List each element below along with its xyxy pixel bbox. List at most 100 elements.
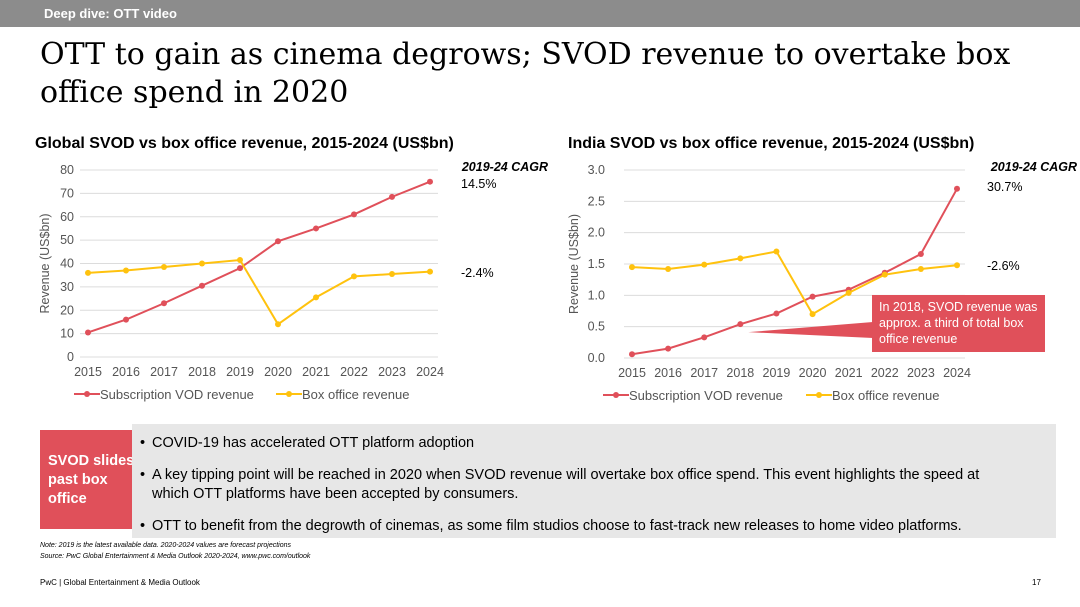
data-point [701,261,708,268]
data-point [629,351,635,358]
cagr-header: 2019-24 CAGR [990,160,1077,174]
x-tick-label: 2020 [799,366,827,380]
y-tick-label: 0.0 [588,351,605,365]
cagr-value: -2.6% [987,259,1020,273]
data-point [917,250,924,257]
data-point [809,293,816,300]
legend-label: Subscription VOD revenue [629,388,783,403]
summary-label: SVOD slides past box office [48,453,135,507]
section-header-bar: Deep dive: OTT video [0,0,1080,27]
data-point [275,238,281,245]
x-tick-label: 2023 [907,366,935,380]
x-tick-label: 2019 [763,366,791,380]
note-text: Note: 2019 is the latest available data.… [40,542,291,549]
data-point [237,256,243,263]
global-chart-title: Global SVOD vs box office revenue, 2015-… [35,135,454,152]
summary-label-box: SVOD slides past box office [40,430,134,529]
data-point [954,185,960,192]
data-point [123,316,129,323]
data-point [351,273,357,280]
y-axis-label: Revenue (US$bn) [567,214,581,314]
x-tick-label: 2018 [726,366,754,380]
data-point [845,289,852,296]
x-tick-label: 2022 [340,365,368,379]
y-tick-label: 20 [60,303,74,317]
data-point [351,211,357,218]
data-point [161,300,167,307]
legend-marker [286,391,292,397]
data-point [313,294,319,301]
data-point [773,310,780,317]
x-tick-label: 2021 [835,366,863,380]
x-tick-label: 2023 [378,365,406,379]
footer-text: PwC | Global Entertainment & Media Outlo… [40,578,200,587]
cagr-value: -2.4% [461,266,494,280]
x-tick-label: 2024 [416,365,444,379]
bullet-item: • COVID-19 has accelerated OTT platform … [140,435,475,451]
data-point [123,267,129,274]
y-tick-label: 1.5 [588,257,605,271]
legend-label: Subscription VOD revenue [100,387,254,402]
data-point [237,265,243,272]
india-revenue-chart: 0.0 0.5 1.0 1.5 2.0 2.5 3.0 2015 2016 2017 2018 201… [567,160,1077,403]
data-point [161,264,167,271]
data-point [737,255,744,262]
page-number: 17 [1032,578,1041,587]
y-tick-label: 30 [60,280,74,294]
series-line [87,258,431,326]
x-tick-label: 2016 [112,365,140,379]
y-tick-label: 0.5 [588,320,605,334]
data-point [85,329,91,336]
legend-label: Box office revenue [302,387,409,402]
x-tick-label: 2019 [226,365,254,379]
data-point [701,334,708,341]
y-tick-label: 0 [67,350,74,364]
x-tick-label: 2017 [690,366,718,380]
y-axis-label: Revenue (US$bn) [38,213,52,313]
x-tick-label: 2020 [264,365,292,379]
x-tick-label: 2022 [871,366,899,380]
bullet-item: • A key tipping point will be reached in… [140,467,980,502]
global-revenue-chart: 0 10 20 30 40 50 60 70 80 2015 2016 2017 2018 2019 202… [38,160,548,402]
summary-bullets: • COVID-19 has accelerated OTT platform … [132,424,1056,538]
x-tick-label: 2021 [302,365,330,379]
data-point [427,268,433,275]
data-point [389,271,395,278]
data-point [427,178,433,185]
y-tick-label: 1.0 [588,288,605,302]
x-tick-label: 2015 [618,366,646,380]
data-point [85,269,91,276]
data-point [737,321,744,328]
source-text: Source: PwC Global Entertainment & Media… [40,553,311,560]
data-point [665,345,672,352]
data-point [389,193,395,200]
legend-marker [613,392,619,398]
annotation-callout: In 2018, SVOD revenue was approx. a thir… [872,295,1045,352]
annotation-text: In 2018, SVOD revenue was approx. a thir… [879,300,1038,346]
section-label: Deep dive: OTT video [44,6,177,21]
y-tick-label: 2.5 [588,194,605,208]
x-tick-label: 2024 [943,366,971,380]
y-tick-label: 80 [60,163,74,177]
data-point [629,264,635,271]
bullet-item: • OTT to benefit from the degrowth of ci… [140,518,962,534]
legend-label: Box office revenue [832,388,939,403]
y-tick-label: 70 [60,186,74,200]
data-point [665,266,672,273]
data-point [881,271,888,278]
data-point [809,311,816,318]
data-point [773,248,780,255]
data-point [275,321,281,328]
y-tick-label: 2.0 [588,226,605,240]
data-point [954,262,960,269]
y-tick-label: 10 [60,327,74,341]
x-tick-label: 2018 [188,365,216,379]
series-line [87,180,431,334]
series-line [631,188,958,356]
page-title: OTT to gain as cinema degrows; SVOD reve… [40,37,1011,110]
data-point [199,282,205,289]
legend-marker [816,392,822,398]
india-chart-title: India SVOD vs box office revenue, 2015-2… [568,135,975,152]
legend-marker [84,391,90,397]
x-tick-label: 2016 [654,366,682,380]
